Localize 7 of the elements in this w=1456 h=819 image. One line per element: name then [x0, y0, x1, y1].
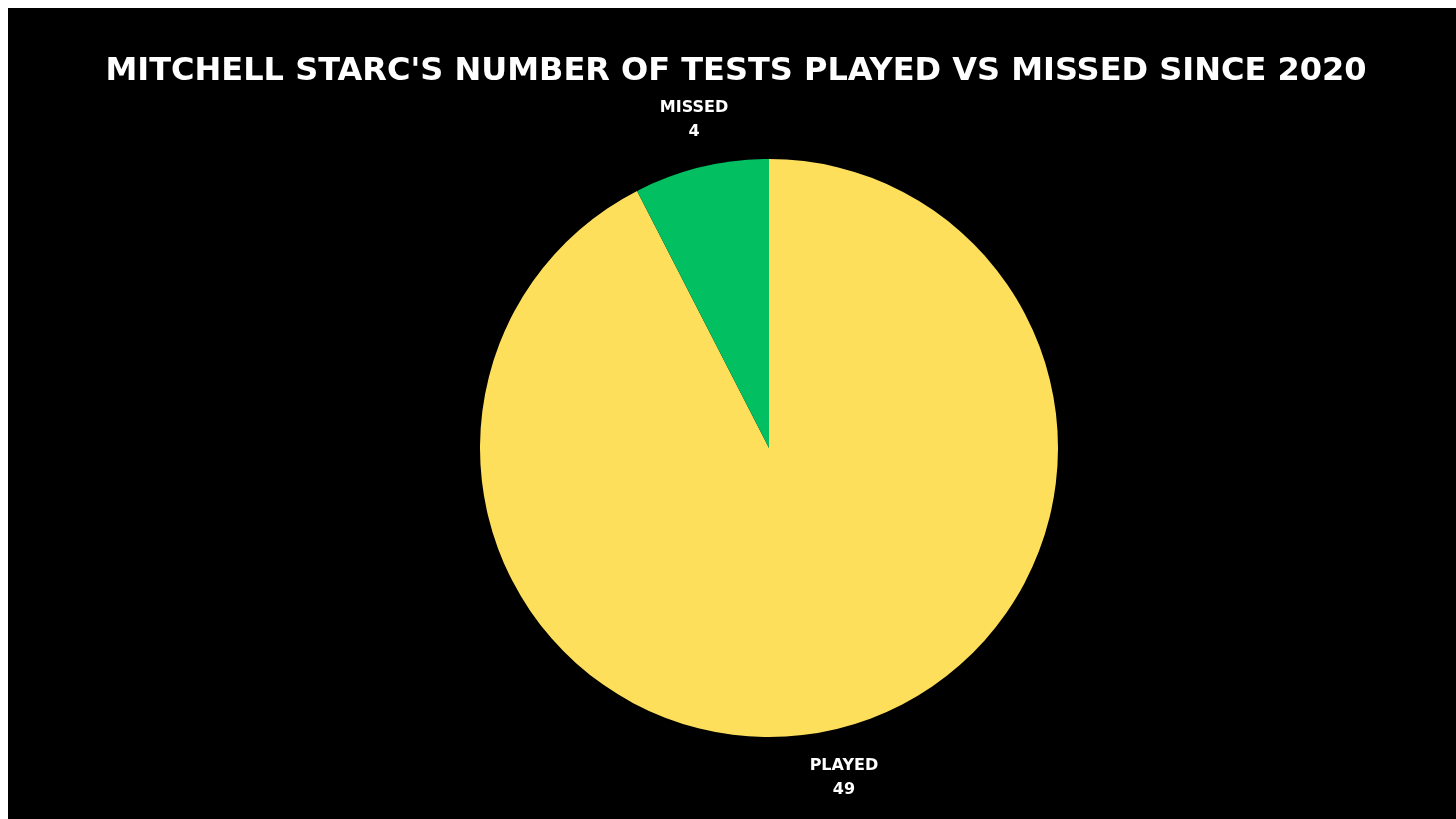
pie-slice: [637, 159, 769, 448]
slice-label: PLAYED: [809, 755, 879, 775]
data-label: 4: [688, 120, 700, 140]
chart-title: MITCHELL STARC'S NUMBER OF TESTS PLAYED VS MISSED SINCE 2020: [105, 50, 1367, 88]
pie-slice: [480, 159, 1058, 737]
slice-label: MISSED: [659, 96, 729, 116]
data-label: 49: [832, 779, 856, 799]
